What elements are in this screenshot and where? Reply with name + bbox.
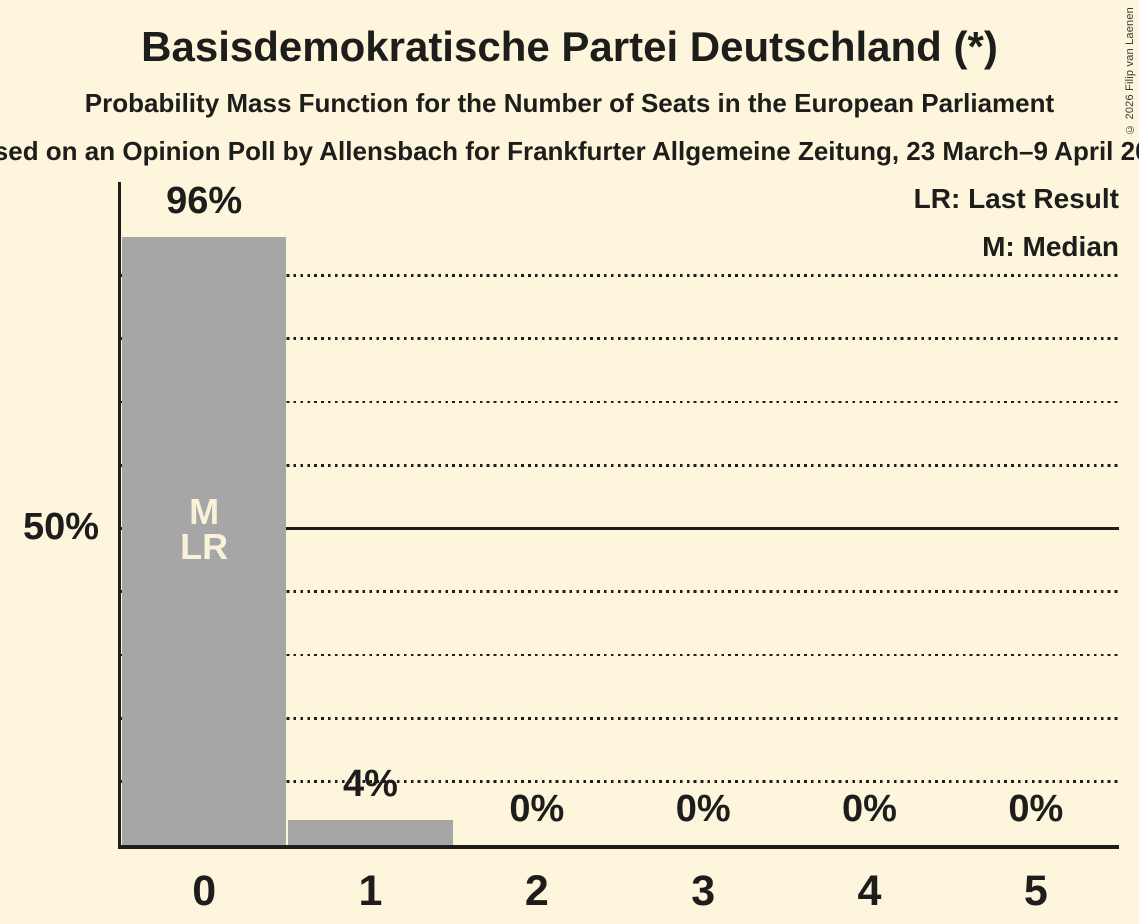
bar-value-label: 0% (675, 788, 731, 830)
x-axis-line (118, 845, 1119, 849)
fifty-percent-line (121, 527, 1119, 530)
bar-value-label: 0% (509, 788, 565, 830)
chart-subtitle: Probability Mass Function for the Number… (84, 88, 1055, 118)
x-tick-label-3: 3 (691, 867, 716, 915)
chart-source-line: Based on an Opinion Poll by Allensbach f… (0, 136, 1139, 166)
bar-value-label: 0% (842, 788, 897, 830)
legend: LR: Last Result M: Median (914, 184, 1119, 262)
bar-value-label: 4% (343, 762, 398, 805)
gridline-60pct (121, 463, 1119, 467)
x-tick-label-5: 5 (1023, 867, 1048, 915)
gridline-90pct (121, 273, 1119, 277)
legend-last-result: LR: Last Result (913, 183, 1119, 214)
gridline-70pct (121, 400, 1119, 404)
x-tick-label-2: 2 (524, 867, 549, 915)
x-tick-label-4: 4 (857, 867, 882, 915)
x-tick-label-0: 0 (192, 867, 217, 915)
bar-seats-0 (122, 237, 287, 845)
legend-median: M: Median (982, 231, 1119, 262)
chart-title: Basisdemokratische Partei Deutschland (*… (141, 23, 998, 70)
bar-value-label: 0% (1008, 788, 1064, 830)
gridline-40pct (121, 590, 1119, 594)
bar-seats-1 (288, 819, 453, 845)
gridline-20pct (121, 717, 1119, 720)
median-last-result-annotation: M LR (180, 490, 229, 567)
gridline-10pct (121, 780, 1119, 784)
bar-value-label: 96% (166, 180, 243, 223)
y-axis-line (118, 182, 121, 848)
gridline-30pct (121, 653, 1119, 657)
gridline-80pct (121, 337, 1119, 340)
y-axis-50pct-label: 50% (22, 506, 99, 549)
plot-area: 96% 4% 0% 0% 0% 0% M LR (121, 182, 1119, 845)
x-tick-label-1: 1 (358, 867, 383, 915)
copyright-notice: © 2026 Filip van Laenen (1124, 7, 1136, 135)
